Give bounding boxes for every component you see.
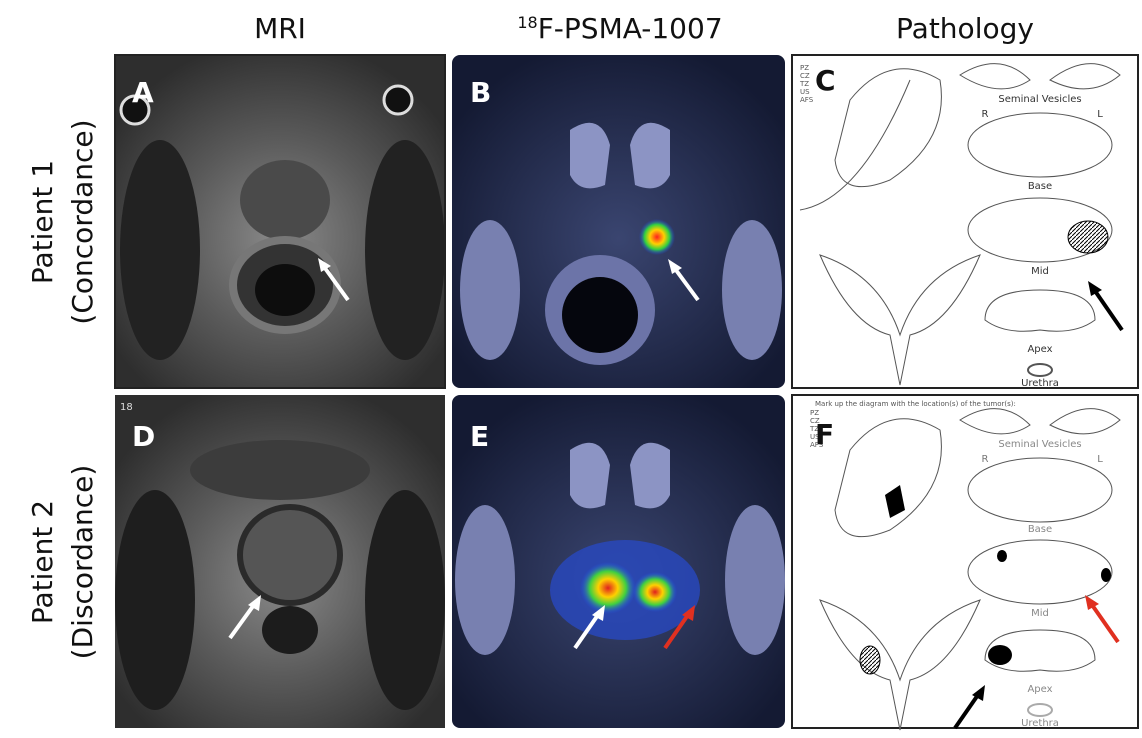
side-label: R: [982, 454, 989, 465]
side-label: L: [1097, 454, 1103, 465]
header-superscript: 18: [517, 13, 537, 32]
urethra-label: Urethra: [1021, 718, 1059, 729]
panel-label: F: [815, 418, 834, 451]
image-marker: 18: [120, 402, 133, 413]
zone-label: PZ: [800, 64, 809, 72]
vesicles-label: Seminal Vesicles: [998, 439, 1081, 450]
zone-label: PZ: [810, 409, 819, 417]
panel-label: B: [470, 76, 491, 109]
instruction: Mark up the diagram with the location(s)…: [815, 400, 1016, 408]
row-label: Patient 2: [26, 500, 59, 624]
row-note: (Discordance): [66, 465, 99, 660]
zone-label: US: [810, 433, 820, 441]
zone-label: CZ: [810, 417, 820, 425]
zone-label: TZ: [809, 425, 819, 433]
side-label: R: [982, 109, 989, 120]
section-label: Mid: [1031, 608, 1049, 619]
section-label: Base: [1028, 524, 1052, 535]
zone-label: AFS: [810, 441, 824, 449]
panel-label: A: [132, 76, 154, 109]
vesicles-label: Seminal Vesicles: [998, 94, 1081, 105]
row-label: Patient 1: [26, 160, 59, 284]
pet-image: [452, 55, 785, 388]
panel-label: D: [132, 420, 155, 453]
zone-label: TZ: [799, 80, 809, 88]
zone-label: CZ: [800, 72, 810, 80]
section-label: Mid: [1031, 266, 1049, 277]
section-label: Apex: [1027, 344, 1052, 355]
panel-label: C: [815, 64, 836, 97]
header-text: F-PSMA-1007: [538, 12, 723, 45]
row-note: (Concordance): [66, 119, 99, 324]
panel-label: E: [470, 420, 489, 453]
zone-label: US: [800, 88, 810, 96]
column-header: 18F-PSMA-1007: [517, 12, 722, 45]
urethra-label: Urethra: [1021, 378, 1059, 389]
column-header: Pathology: [896, 12, 1034, 45]
pathology-diagram: [791, 54, 1139, 389]
mri-image: [115, 395, 445, 728]
column-header: MRI: [254, 12, 306, 45]
mri-image: [114, 54, 446, 389]
pet-image: [452, 395, 785, 728]
pathology-diagram: [791, 394, 1139, 731]
section-label: Base: [1028, 181, 1052, 192]
zone-label: AFS: [800, 96, 814, 104]
side-label: L: [1097, 109, 1103, 120]
section-label: Apex: [1027, 684, 1052, 695]
